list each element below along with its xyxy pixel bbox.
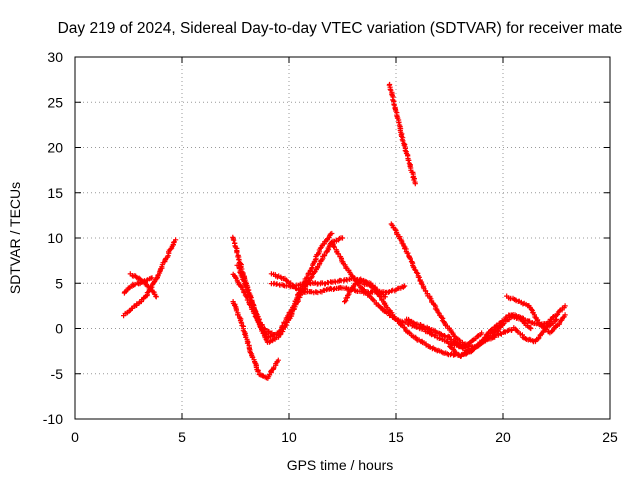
grid-lines: [75, 57, 610, 419]
data-point: [330, 286, 337, 292]
x-tick-label: 20: [495, 429, 511, 445]
data-point: [410, 319, 416, 326]
x-tick-label: 10: [281, 429, 297, 445]
data-point: [535, 336, 541, 342]
x-tick-label: 15: [388, 429, 404, 445]
data-point: [402, 148, 408, 154]
x-tick-label: 25: [602, 429, 618, 445]
data-point: [400, 138, 406, 144]
y-tick-label: 0: [55, 321, 63, 337]
data-point: [498, 330, 504, 337]
data-point: [363, 279, 369, 285]
data-point: [250, 302, 256, 309]
series-arc-12: [386, 81, 418, 187]
data-point: [339, 235, 346, 241]
data-point: [149, 275, 155, 281]
data-point: [253, 311, 259, 317]
data-point: [280, 328, 286, 335]
data-point: [396, 120, 402, 126]
y-tick-label: -10: [43, 411, 63, 427]
data-point: [332, 279, 339, 285]
data-point: [269, 330, 275, 336]
data-point: [479, 330, 485, 336]
data-point: [274, 281, 280, 287]
data-point: [497, 320, 503, 327]
data-points: [121, 81, 568, 381]
data-point: [261, 326, 267, 332]
data-point: [553, 317, 559, 323]
data-point: [231, 237, 237, 243]
data-point: [416, 274, 422, 280]
data-point: [452, 349, 458, 355]
data-point: [435, 309, 441, 315]
data-point: [335, 251, 341, 257]
series-arc-5: [230, 235, 346, 345]
data-point: [151, 279, 157, 286]
tick-labels: 0 5 10 15 20 25 -10 -5 0 5 10 15 20 25 30: [43, 49, 618, 445]
data-point: [493, 323, 499, 329]
x-tick-label: 5: [178, 429, 186, 445]
data-point: [331, 243, 337, 249]
y-tick-label: 25: [47, 94, 63, 110]
data-point: [168, 246, 174, 252]
data-point: [153, 294, 159, 300]
data-point: [329, 230, 335, 237]
data-point: [562, 303, 568, 309]
series-arc-3: [127, 271, 159, 300]
data-point: [523, 336, 529, 342]
data-point: [412, 181, 418, 187]
data-point: [407, 256, 413, 262]
data-point: [553, 316, 560, 323]
x-tick-label: 0: [71, 429, 79, 445]
y-tick-label: 15: [47, 185, 63, 201]
data-point: [317, 245, 323, 251]
data-point: [255, 369, 261, 375]
series-arc-6: [230, 299, 281, 381]
data-point: [441, 333, 447, 339]
data-point: [283, 322, 289, 328]
plot-frame: [74, 56, 611, 420]
series-arc-16: [452, 312, 534, 354]
y-tick-label: 5: [55, 275, 63, 291]
data-point: [136, 275, 142, 281]
series-arc-18: [489, 316, 560, 345]
series-arc-7: [234, 262, 275, 336]
data-point: [275, 357, 281, 363]
data-point: [266, 339, 272, 345]
data-point: [406, 329, 412, 335]
y-axis-label: SDTVAR / TECUs: [7, 182, 23, 294]
y-tick-label: -5: [51, 366, 64, 382]
data-point: [308, 275, 314, 281]
data-point: [126, 308, 132, 314]
data-point: [410, 333, 416, 339]
data-point: [234, 250, 240, 256]
data-point: [366, 292, 372, 298]
data-point: [554, 311, 561, 318]
y-tick-label: 20: [47, 140, 63, 156]
data-point: [557, 308, 563, 314]
data-point: [173, 237, 179, 243]
data-point: [528, 325, 534, 332]
data-point: [528, 306, 534, 312]
data-point: [405, 250, 411, 256]
data-point: [427, 295, 433, 301]
data-point: [402, 283, 408, 289]
series-arc-17: [504, 293, 568, 336]
data-point: [470, 337, 476, 343]
data-point: [518, 316, 524, 322]
data-point: [382, 294, 388, 300]
y-tick-label: 10: [47, 230, 63, 246]
x-axis-label: GPS time / hours: [287, 457, 394, 473]
y-tick-label: 30: [47, 49, 63, 65]
chart-title: Day 219 of 2024, Sidereal Day-to-day VTE…: [58, 20, 623, 37]
data-point: [562, 312, 568, 318]
